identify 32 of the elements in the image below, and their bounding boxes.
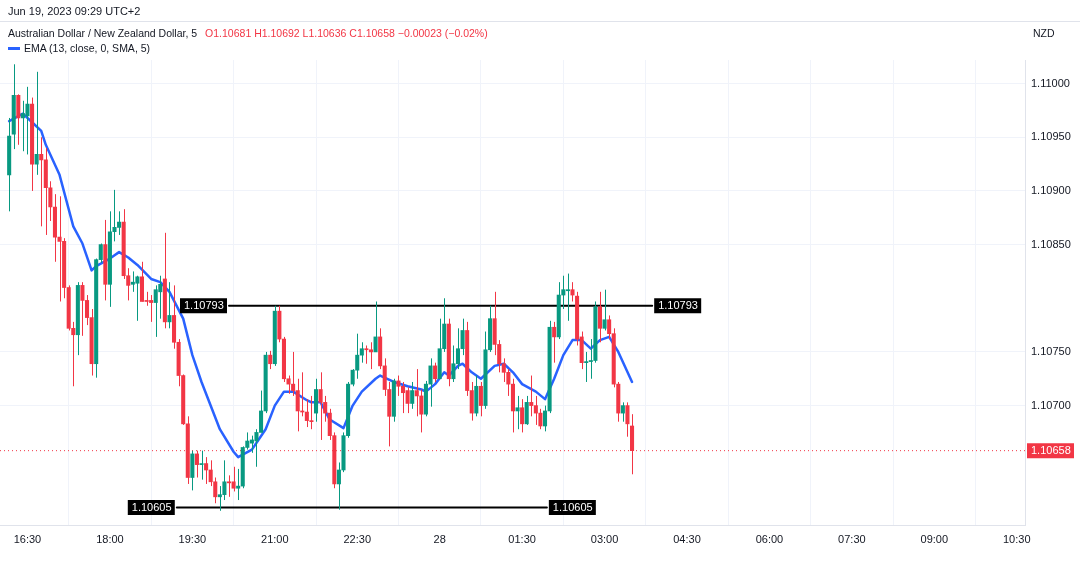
data-label: 1.10793	[184, 299, 224, 312]
x-tick-label: 04:30	[673, 533, 701, 546]
x-tick-label: 09:00	[920, 533, 949, 546]
data-label: 1.10605	[131, 501, 172, 514]
x-tick-label: 16:30	[13, 533, 42, 546]
y-tick-label: 1.10750	[1031, 344, 1071, 357]
y-tick-label: 1.10850	[1031, 237, 1071, 250]
ref-line-label: 1.10658	[1031, 444, 1071, 457]
candlestick	[199, 450, 204, 481]
x-tick-label: 03:00	[590, 533, 619, 546]
x-tick-label: 06:00	[755, 533, 784, 546]
data-label: 1.10793	[658, 299, 698, 312]
text: Jun 19, 2023 09:29 UTC+2	[8, 5, 141, 17]
x-tick-label: 10:30	[1002, 533, 1031, 546]
y-tick-label: 1.10950	[1031, 130, 1071, 143]
x-tick-label: 01:30	[508, 533, 536, 546]
candlestick	[25, 86, 30, 155]
y-tick-label: 1.10900	[1031, 183, 1071, 196]
chart-subtitle: O1.10681 H1.10692 L1.10636 C1.10658 −0.00023 (−0.02%)	[205, 27, 488, 39]
x-tick-label: 22:30	[343, 533, 371, 546]
x-tick-label: 19:30	[178, 533, 207, 546]
y-axis-title: NZD	[1033, 27, 1055, 39]
chart-title: Australian Dollar / New Zealand Dollar, 5	[8, 27, 198, 39]
data-label: 1.10605	[552, 501, 593, 514]
x-tick-label: 28	[433, 533, 446, 546]
x-tick-label: 21:00	[261, 533, 289, 546]
y-tick-label: 1.10700	[1031, 398, 1071, 411]
x-tick-label: 18:00	[96, 533, 124, 546]
y-tick-label: 1.11000	[1031, 76, 1070, 89]
candlestick	[570, 281, 575, 302]
legend-label: EMA (13, close, 0, SMA, 5)	[24, 42, 151, 54]
x-tick-label: 07:30	[838, 533, 866, 546]
